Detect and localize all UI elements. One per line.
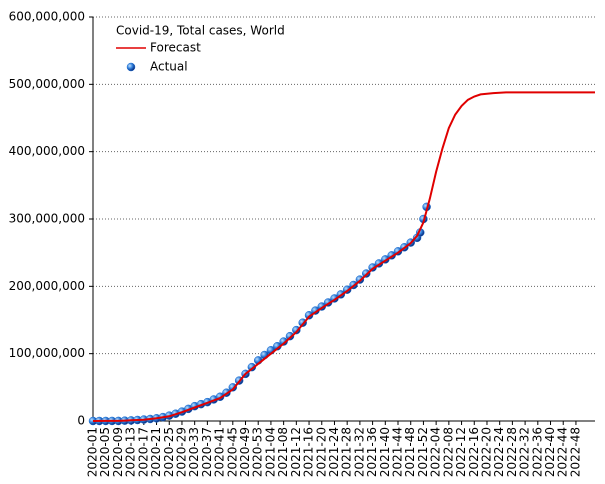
x-tick-label: 2020-13 <box>124 427 138 477</box>
x-tick-label: 2021-24 <box>327 427 341 477</box>
legend-label: Actual <box>150 60 188 74</box>
x-tick-label: 2022-12 <box>454 427 468 477</box>
x-tick-label: 2022-24 <box>492 427 506 477</box>
forecast-line <box>92 91 595 422</box>
x-tick-label: 2020-09 <box>111 427 125 477</box>
y-tick-label: 100,000,000 <box>9 346 85 360</box>
x-tick-label: 2020-49 <box>238 427 252 477</box>
x-tick-label: 2021-44 <box>391 427 405 477</box>
y-tick-label: 500,000,000 <box>9 77 85 91</box>
x-tick-label: 2022-48 <box>568 427 582 477</box>
x-tick-label: 2021-48 <box>403 427 417 477</box>
y-tick-label: 600,000,000 <box>9 10 85 24</box>
x-tick-label: 2020-05 <box>98 427 112 477</box>
chart-title: Covid-19, Total cases, World <box>116 24 285 38</box>
x-tick-label: 2022-08 <box>441 427 455 477</box>
x-tick-label: 2022-40 <box>543 427 557 477</box>
x-tick-label: 2020-17 <box>136 427 150 477</box>
actual-point <box>285 331 295 341</box>
x-tick-label: 2022-04 <box>429 427 443 477</box>
x-tick-label: 2021-12 <box>289 427 303 477</box>
y-tick-label: 400,000,000 <box>9 144 85 158</box>
x-tick-label: 2022-44 <box>556 427 570 477</box>
actual-point <box>279 337 288 346</box>
x-tick-label: 2022-32 <box>518 427 532 477</box>
x-tick-label: 2021-20 <box>314 427 328 477</box>
x-tick-label: 2022-36 <box>530 427 544 477</box>
actual-point <box>247 362 257 372</box>
x-tick-label: 2021-04 <box>263 427 277 477</box>
y-tick-label: 300,000,000 <box>9 212 85 226</box>
x-tick-label: 2021-32 <box>352 427 366 477</box>
x-tick-label: 2022-28 <box>505 427 519 477</box>
x-tick-label: 2021-08 <box>276 427 290 477</box>
x-tick-label: 2021-16 <box>302 427 316 477</box>
x-tick-label: 2020-33 <box>187 427 201 477</box>
legend-marker <box>126 62 136 72</box>
x-tick-label: 2020-41 <box>213 427 227 477</box>
x-tick-label: 2022-20 <box>479 427 493 477</box>
x-tick-label: 2021-40 <box>378 427 392 477</box>
actual-point <box>228 383 238 392</box>
x-tick-label: 2020-21 <box>149 427 163 477</box>
x-tick-label: 2020-25 <box>162 427 176 477</box>
x-tick-label: 2020-29 <box>174 427 188 477</box>
x-tick-label: 2020-53 <box>251 427 265 477</box>
x-tick-label: 2021-28 <box>340 427 354 477</box>
legend-label: Forecast <box>150 41 201 55</box>
x-tick-label: 2021-36 <box>365 427 379 477</box>
x-tick-label: 2022-16 <box>467 427 481 477</box>
x-tick-label: 2020-37 <box>200 427 214 477</box>
y-tick-label: 0 <box>77 414 85 428</box>
actual-point <box>304 311 314 320</box>
x-tick-label: 2021-52 <box>416 427 430 477</box>
y-tick-label: 200,000,000 <box>9 279 85 293</box>
x-tick-label: 2020-01 <box>86 427 100 477</box>
x-tick-label: 2020-45 <box>225 427 239 477</box>
